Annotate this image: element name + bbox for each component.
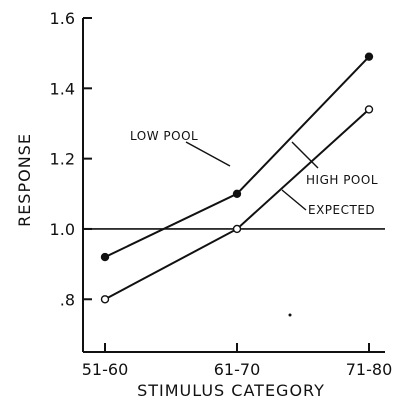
y-tick-label: 1.2 bbox=[50, 150, 75, 169]
data-point-low-pool bbox=[364, 52, 374, 61]
data-point-low-pool bbox=[100, 252, 110, 262]
series-group bbox=[100, 52, 374, 304]
x-tick-label: 61-70 bbox=[214, 360, 261, 379]
annotations: LOW POOL HIGH POOL EXPECTED bbox=[130, 129, 378, 217]
x-ticks: 51-60 61-70 71-80 bbox=[82, 343, 393, 379]
y-tick-label: 1.6 bbox=[50, 9, 75, 28]
stray-mark bbox=[288, 313, 292, 317]
x-axis-title: STIMULUS CATEGORY bbox=[137, 381, 325, 400]
data-point-high-pool bbox=[364, 105, 374, 114]
x-tick-label: 71-80 bbox=[346, 360, 393, 379]
low-pool-pointer bbox=[185, 141, 231, 167]
y-tick-label: 1.4 bbox=[50, 79, 75, 98]
axes bbox=[82, 18, 385, 353]
y-ticks: .8 1.0 1.2 1.4 1.6 bbox=[50, 9, 92, 309]
y-tick-label: 1.0 bbox=[50, 220, 75, 239]
data-point-high-pool bbox=[232, 224, 242, 234]
high-pool-label: HIGH POOL bbox=[306, 173, 378, 187]
expected-pointer bbox=[281, 189, 307, 211]
y-tick-label: .8 bbox=[60, 290, 75, 309]
expected-label: EXPECTED bbox=[308, 203, 375, 217]
y-axis-title: RESPONSE bbox=[15, 133, 34, 227]
x-tick-label: 51-60 bbox=[82, 360, 129, 379]
low-pool-label: LOW POOL bbox=[130, 129, 198, 143]
data-point-high-pool bbox=[100, 295, 110, 304]
data-point-low-pool bbox=[232, 189, 242, 198]
high-pool-pointer bbox=[291, 141, 319, 169]
